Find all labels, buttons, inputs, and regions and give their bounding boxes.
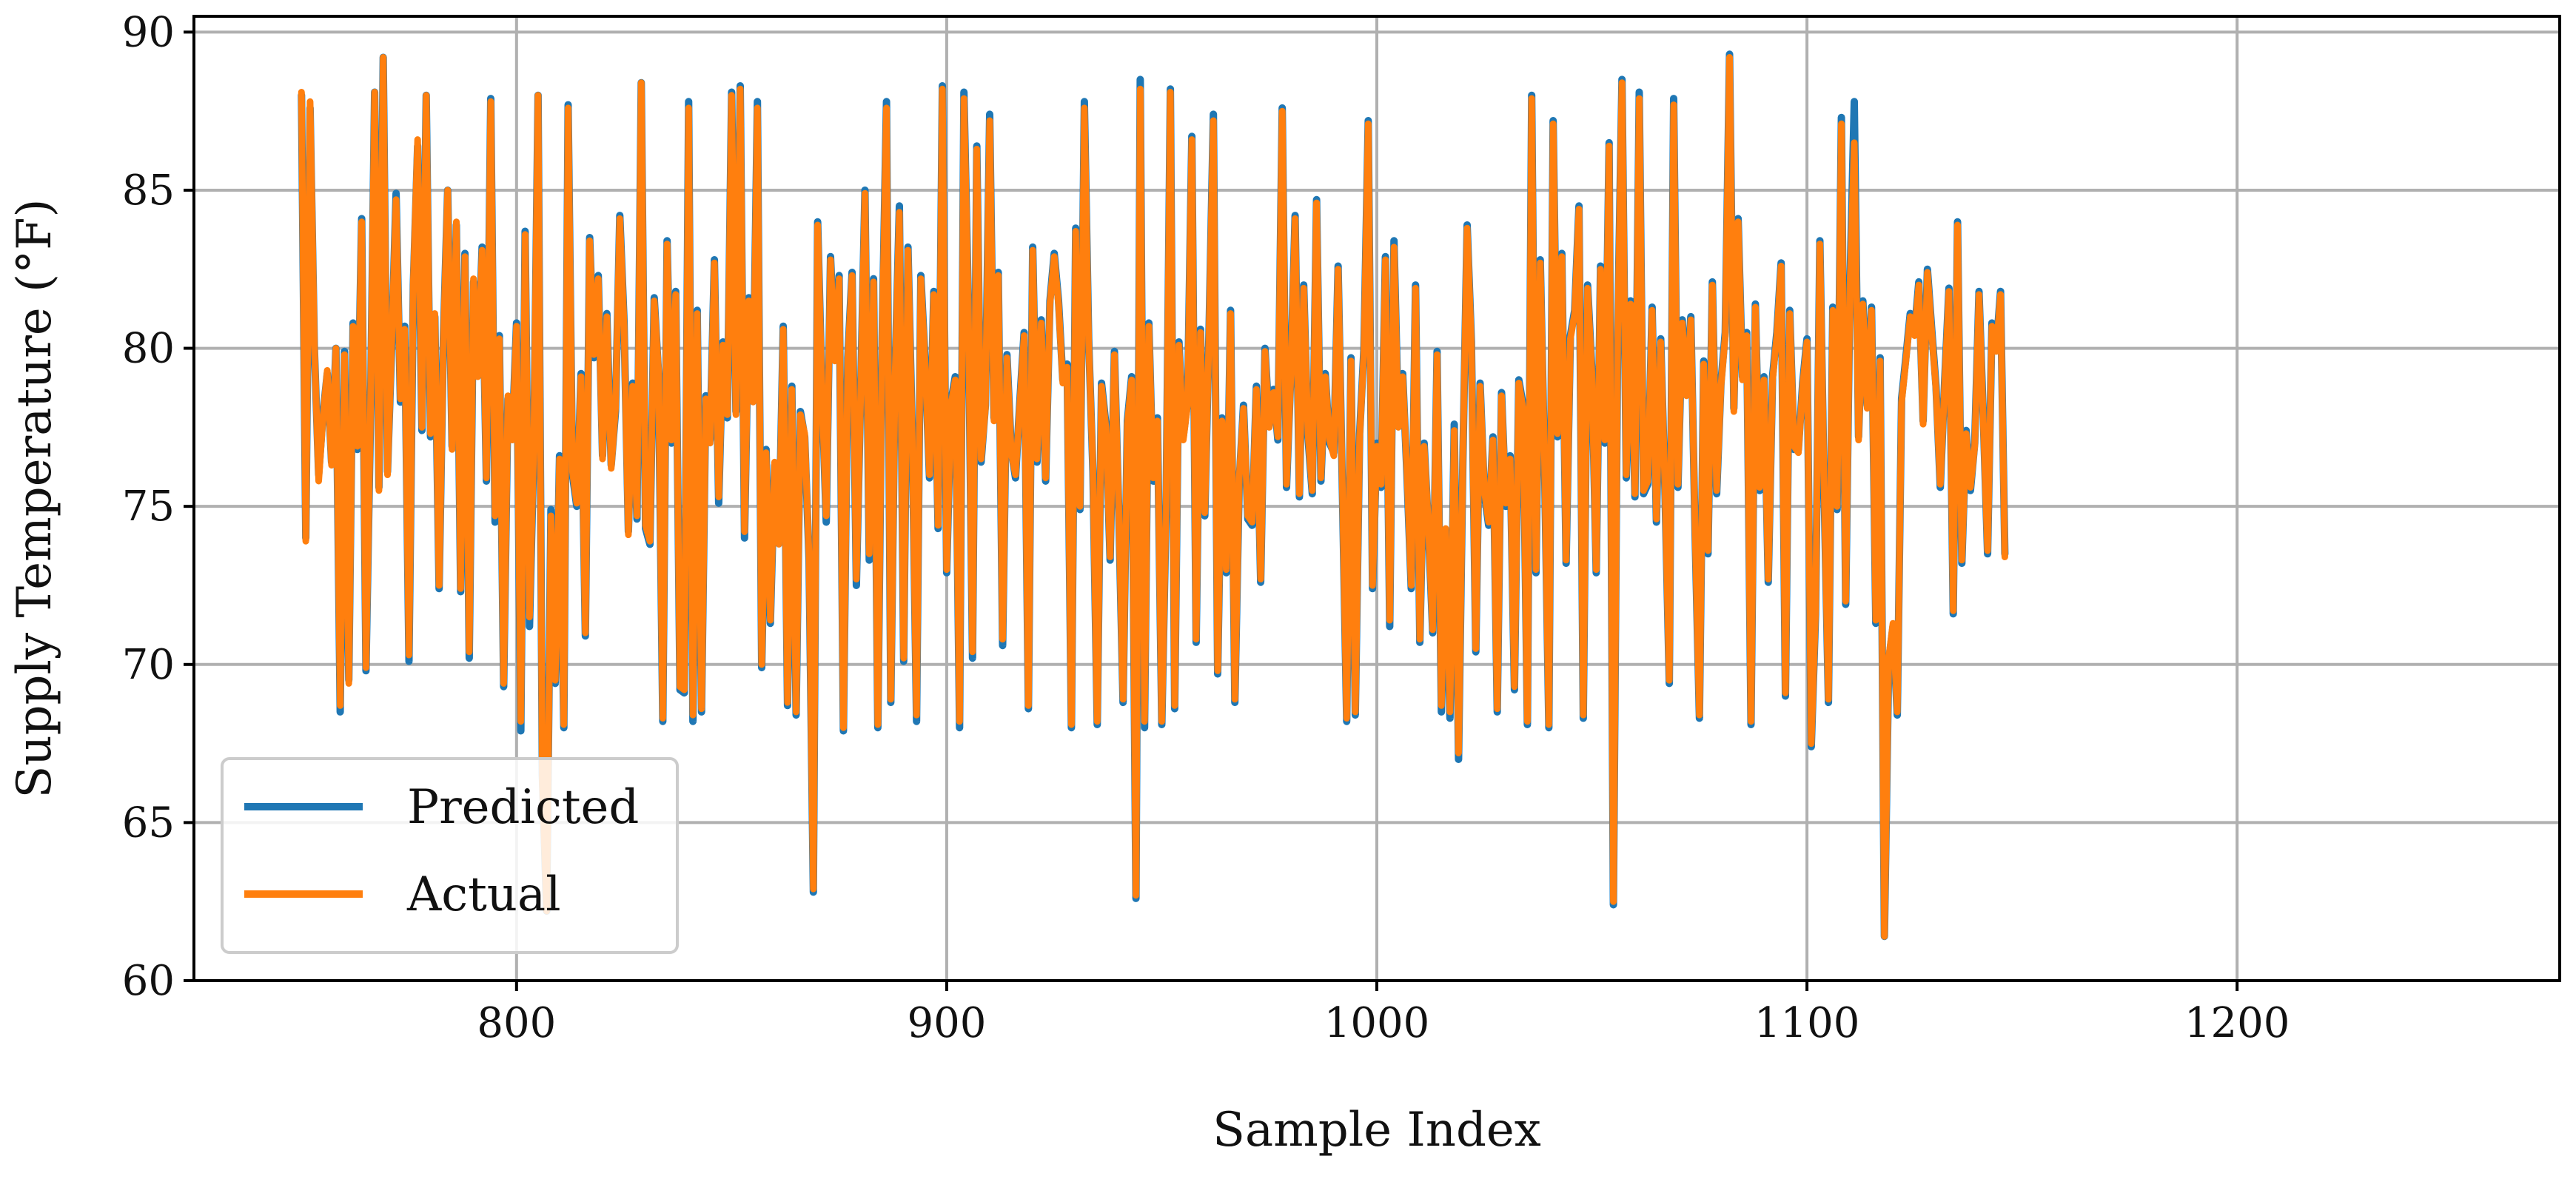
y-tick-label: 65 xyxy=(122,799,175,847)
x-axis-title: Sample Index xyxy=(1212,1103,1541,1158)
x-tick-label: 1000 xyxy=(1324,999,1430,1047)
y-tick-label: 60 xyxy=(122,957,175,1005)
x-tick-label: 1200 xyxy=(2184,999,2290,1047)
y-tick-label: 75 xyxy=(122,483,175,531)
legend-label-actual: Actual xyxy=(406,867,561,922)
series-layer xyxy=(298,50,2009,941)
x-tick-label: 1100 xyxy=(1754,999,1860,1047)
legend: Predicted Actual xyxy=(221,757,679,954)
legend-label-predicted: Predicted xyxy=(407,780,639,835)
series-line-actual xyxy=(298,54,2008,940)
y-axis-title: Supply Temperature (°F) xyxy=(7,199,62,799)
y-tick-label: 90 xyxy=(122,8,175,56)
y-tick-label: 80 xyxy=(122,325,175,373)
x-tick-label: 800 xyxy=(477,999,556,1047)
y-tick-label: 70 xyxy=(122,641,175,689)
x-tick-label: 900 xyxy=(907,999,986,1047)
y-tick-label: 85 xyxy=(122,167,175,215)
axis-ticks: 800 900 1000 1100 1200 60 65 70 75 80 85 90 xyxy=(122,8,2290,1047)
